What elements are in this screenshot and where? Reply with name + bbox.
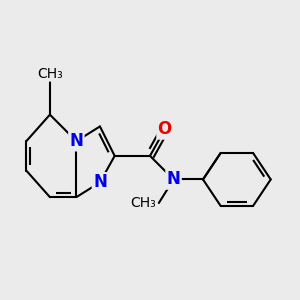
- Text: N: N: [93, 173, 107, 191]
- Text: N: N: [167, 170, 181, 188]
- Text: O: O: [158, 120, 172, 138]
- Text: N: N: [70, 132, 83, 150]
- Text: CH₃: CH₃: [37, 67, 63, 81]
- Text: CH₃: CH₃: [130, 196, 156, 210]
